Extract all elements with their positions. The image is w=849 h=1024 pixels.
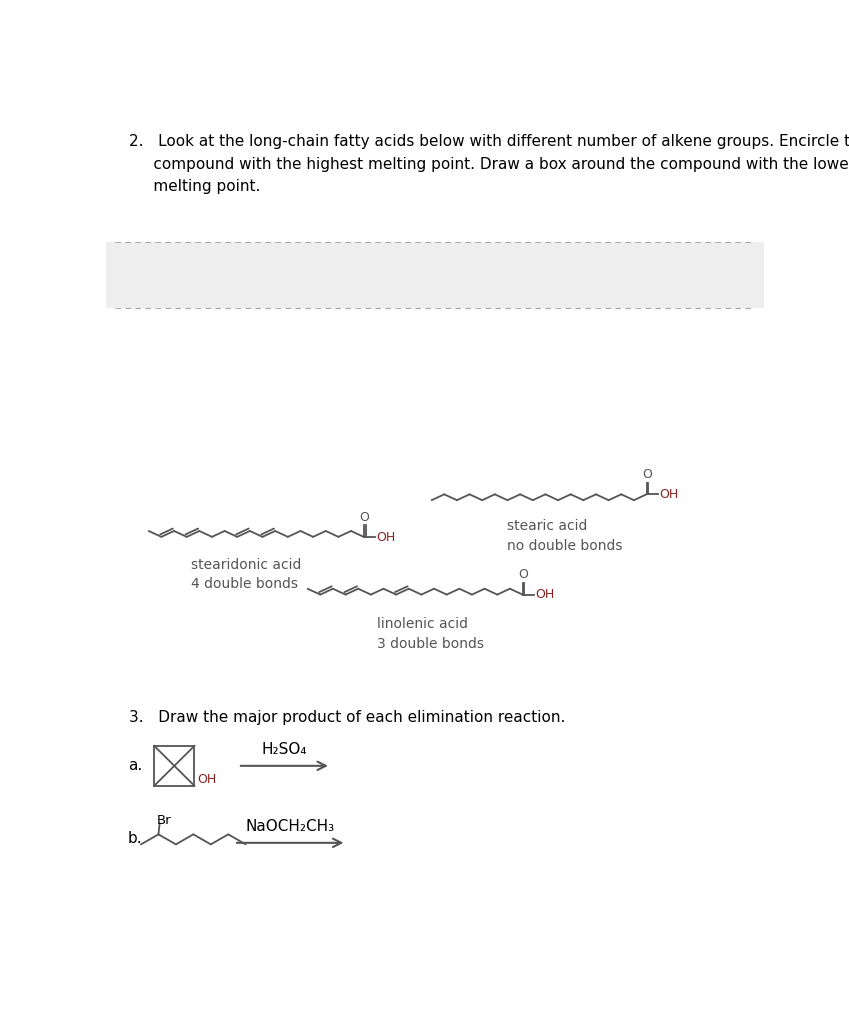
Text: O: O [519, 568, 528, 582]
Text: NaOCH₂CH₃: NaOCH₂CH₃ [245, 818, 335, 834]
Text: 2.   Look at the long-chain fatty acids below with different number of alkene gr: 2. Look at the long-chain fatty acids be… [129, 134, 849, 194]
Text: OH: OH [376, 530, 396, 544]
Text: OH: OH [659, 488, 678, 501]
Text: linolenic acid
3 double bonds: linolenic acid 3 double bonds [377, 617, 484, 650]
Text: stearic acid
no double bonds: stearic acid no double bonds [507, 519, 622, 553]
Text: 3.   Draw the major product of each elimination reaction.: 3. Draw the major product of each elimin… [129, 710, 565, 725]
Text: OH: OH [197, 773, 216, 786]
Text: O: O [643, 468, 652, 481]
Text: Br: Br [156, 814, 171, 827]
Text: b.: b. [128, 831, 143, 847]
FancyBboxPatch shape [106, 243, 764, 307]
Text: OH: OH [535, 589, 554, 601]
Text: O: O [360, 511, 369, 523]
Text: a.: a. [128, 759, 142, 773]
Text: H₂SO₄: H₂SO₄ [261, 741, 307, 757]
Text: stearidonic acid
4 double bonds: stearidonic acid 4 double bonds [191, 558, 301, 592]
